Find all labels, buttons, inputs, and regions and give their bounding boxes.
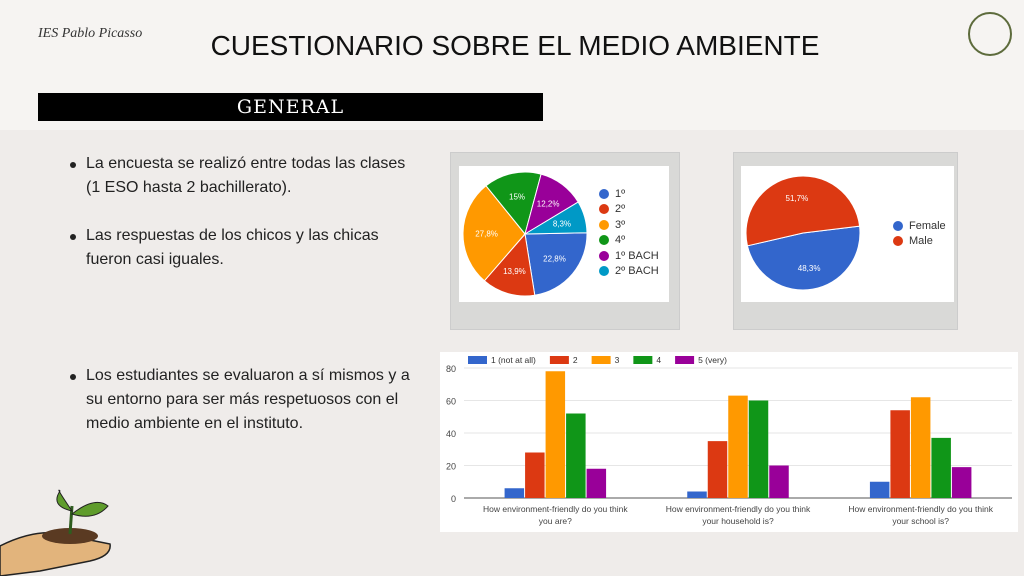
legend-swatch bbox=[675, 356, 695, 364]
bar-chart-card: 0 20 40 60 80 How environment-friendly do you… bbox=[440, 352, 1018, 532]
y-tick-label: 60 bbox=[446, 397, 456, 407]
slice-label: 8,3% bbox=[553, 219, 571, 228]
plant-in-hand-icon bbox=[0, 489, 111, 576]
slice-label: 22,8% bbox=[543, 255, 566, 264]
pie-slice bbox=[745, 175, 861, 247]
legend-swatch bbox=[549, 356, 569, 364]
page-title: CUESTIONARIO SOBRE EL MEDIO AMBIENTE bbox=[210, 30, 820, 61]
school-logo-icon bbox=[968, 12, 1012, 56]
x-category-label: How environment-friendly do you think bbox=[848, 504, 993, 514]
legend-label: 4º bbox=[615, 234, 626, 247]
pie-slice bbox=[483, 232, 536, 297]
bar bbox=[951, 467, 972, 498]
x-category-label: you are? bbox=[539, 516, 572, 526]
bullet-item: Las respuestas de los chicos y las chica… bbox=[68, 224, 408, 272]
legend-label: 1 (not at all) bbox=[491, 355, 536, 365]
pie-slice bbox=[746, 225, 861, 291]
legend-item: 2º bbox=[599, 202, 659, 218]
slice-label: 48,3% bbox=[798, 264, 821, 273]
bar bbox=[890, 410, 910, 498]
legend-label: 2º BACH bbox=[615, 265, 659, 278]
legend-item: 1º BACH bbox=[599, 248, 659, 264]
legend-label: 2º bbox=[615, 203, 626, 216]
legend-item: 2º BACH bbox=[599, 264, 659, 280]
slice-label: 27,8% bbox=[475, 229, 498, 238]
legend-label: 3 bbox=[615, 355, 620, 365]
environment-bar-chart: 0 20 40 60 80 How environment-friendly do you… bbox=[446, 355, 1012, 526]
gender-pie-card: 48,3% 51,7% Female Male bbox=[733, 152, 958, 330]
legend-item: Female bbox=[893, 218, 946, 234]
legend-swatch bbox=[599, 266, 609, 277]
bar bbox=[545, 371, 566, 498]
pie-slice bbox=[524, 232, 588, 296]
legend-swatch bbox=[893, 220, 903, 231]
bar bbox=[504, 488, 525, 498]
legend-item: 4º bbox=[599, 233, 659, 249]
legend-swatch bbox=[468, 356, 487, 364]
legend-swatch bbox=[599, 219, 609, 230]
legend-label: Female bbox=[909, 219, 946, 232]
y-tick-label: 20 bbox=[446, 462, 456, 472]
section-heading: GENERAL bbox=[38, 93, 543, 121]
bar bbox=[525, 452, 545, 498]
bullet-item: Los estudiantes se evaluaron a sí mismos… bbox=[68, 364, 428, 436]
bar bbox=[931, 437, 951, 498]
slice-label: 15% bbox=[509, 192, 525, 201]
x-category-label: How environment-friendly do you think bbox=[483, 504, 628, 514]
bullet-list-1: La encuesta se realizó entre todas las c… bbox=[68, 152, 408, 296]
legend-swatch bbox=[599, 235, 609, 246]
legend-label: 1º bbox=[615, 187, 626, 200]
legend-swatch bbox=[599, 250, 609, 261]
slice-label: 13,9% bbox=[503, 267, 526, 276]
slice-label: 12,2% bbox=[537, 199, 560, 208]
pie-slice bbox=[485, 171, 542, 236]
bar bbox=[586, 468, 607, 498]
x-category-label: your school is? bbox=[892, 516, 949, 526]
legend-swatch bbox=[599, 204, 609, 215]
gender-pie-legend: Female Male bbox=[893, 218, 946, 249]
y-tick-label: 80 bbox=[446, 364, 456, 374]
y-tick-label: 40 bbox=[446, 429, 456, 439]
legend-item: Male bbox=[893, 234, 946, 250]
x-category-label: How environment-friendly do you think bbox=[666, 504, 811, 514]
school-name: IES Pablo Picasso bbox=[38, 26, 143, 41]
legend-item: 3º bbox=[599, 217, 659, 233]
legend-label: Male bbox=[909, 235, 933, 248]
pie-slice bbox=[523, 201, 588, 235]
course-pie-legend: 1º 2º 3º 4º 1º BACH 2º BACH bbox=[599, 186, 659, 279]
course-pie-chart: 22,8% 13,9% 27,8% 15% 12,2% 8,3% bbox=[462, 171, 588, 297]
bar bbox=[707, 441, 728, 498]
bar bbox=[748, 400, 769, 498]
legend-label: 2 bbox=[573, 355, 578, 365]
slice-label: 51,7% bbox=[786, 194, 809, 203]
legend-swatch bbox=[591, 356, 611, 364]
bar bbox=[728, 395, 748, 498]
pie-slice bbox=[462, 185, 526, 282]
bar bbox=[910, 397, 931, 498]
gender-pie-chart: 48,3% 51,7% bbox=[745, 175, 861, 291]
legend-label: 1º BACH bbox=[615, 249, 659, 262]
bullet-item: La encuesta se realizó entre todas las c… bbox=[68, 152, 408, 200]
legend-label: 5 (very) bbox=[698, 355, 727, 365]
bar bbox=[566, 413, 586, 498]
legend-label: 3º bbox=[615, 218, 626, 231]
legend-swatch bbox=[893, 236, 903, 247]
x-category-label: your household is? bbox=[702, 516, 774, 526]
bar bbox=[687, 491, 707, 498]
course-pie-card: 22,8% 13,9% 27,8% 15% 12,2% 8,3% 1º 2º 3º 4º 1º B… bbox=[450, 152, 680, 330]
legend-swatch bbox=[599, 188, 609, 199]
y-tick-label: 0 bbox=[451, 494, 456, 504]
legend-swatch bbox=[633, 356, 653, 364]
legend-item: 1º bbox=[599, 186, 659, 202]
bar bbox=[869, 481, 890, 498]
legend-label: 4 bbox=[656, 355, 661, 365]
bar bbox=[769, 465, 789, 498]
bullet-list-2: Los estudiantes se evaluaron a sí mismos… bbox=[68, 364, 428, 460]
